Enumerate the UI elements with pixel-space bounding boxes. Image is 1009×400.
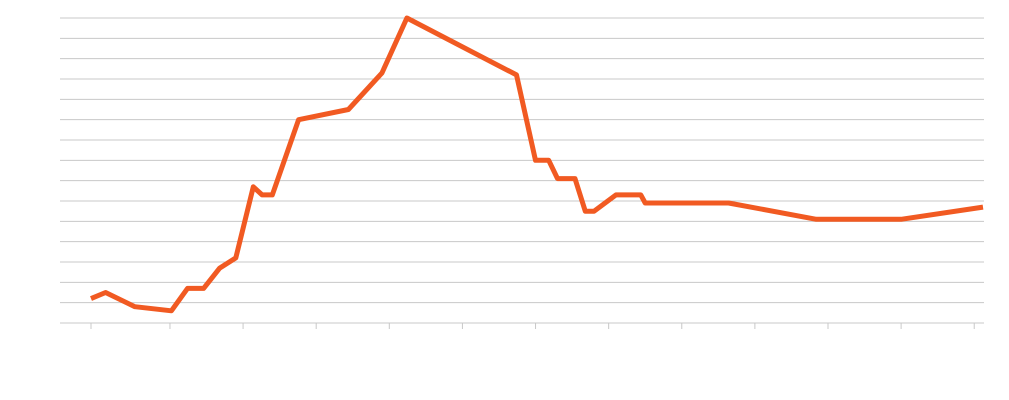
x-axis xyxy=(60,322,984,329)
series-group xyxy=(90,15,984,314)
series-line-1 xyxy=(90,15,984,314)
y-gridlines xyxy=(60,17,984,304)
